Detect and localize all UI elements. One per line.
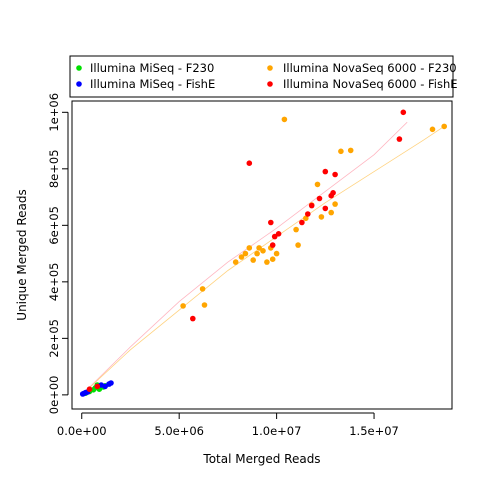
- data-point-s4-16: [330, 190, 336, 196]
- data-point-s4-18: [396, 136, 403, 142]
- data-point-s4-1: [86, 386, 93, 393]
- legend-marker-novaseq-fishe: [267, 81, 273, 87]
- data-point-s3-25: [338, 148, 344, 155]
- data-point-s4-9: [299, 219, 305, 226]
- data-point-s3-12: [264, 259, 270, 265]
- data-point-s3-17: [293, 226, 299, 233]
- y-tick-label: 4e+05: [47, 263, 61, 302]
- data-point-s4-6: [269, 242, 276, 248]
- data-point-s3-14: [269, 256, 276, 263]
- x-tick-label: 1.0e+07: [252, 424, 302, 438]
- data-point-s4-3: [190, 315, 196, 322]
- data-point-s4-12: [316, 195, 323, 202]
- data-point-s4-14: [322, 168, 329, 175]
- data-point-s4-8: [275, 231, 282, 237]
- data-point-s3-6: [242, 250, 249, 257]
- x-axis-label: Total Merged Reads: [202, 452, 320, 466]
- legend-label-novaseq-fishe: Illumina NovaSeq 6000 - FishE: [283, 77, 458, 91]
- data-point-s3-24: [332, 201, 338, 207]
- y-tick-label: 6e+05: [47, 206, 61, 245]
- data-point-s3-11: [260, 248, 266, 254]
- trend-lines: [81, 121, 447, 396]
- x-axis: 0.0e+00 5.0e+06 1.0e+07 1.5e+07: [57, 412, 399, 438]
- data-point-s3-8: [250, 257, 256, 263]
- data-point-s4-2: [94, 383, 101, 390]
- y-tick-label: 8e+05: [47, 149, 61, 188]
- data-point-s3-5: [238, 254, 245, 260]
- legend-label-miseq-fishe: Illumina MiSeq - FishE: [90, 77, 215, 91]
- data-points: [79, 109, 448, 397]
- trend-line-1: [81, 121, 408, 396]
- data-point-s3-19: [303, 215, 309, 222]
- data-point-s3-18: [295, 242, 301, 248]
- data-point-s3-21: [314, 181, 321, 188]
- legend-label-miseq-f230: Illumina MiSeq - F230: [90, 61, 214, 75]
- y-tick-label: 0e+00: [47, 376, 61, 415]
- legend-marker-novaseq-f230: [267, 65, 273, 71]
- data-point-s3-3: [201, 302, 208, 308]
- legend-marker-miseq-fishe: [76, 81, 82, 87]
- data-point-s3-26: [347, 147, 354, 154]
- data-point-s4-17: [332, 171, 338, 178]
- data-point-s3-9: [254, 250, 260, 257]
- data-point-s3-16: [281, 116, 288, 123]
- data-point-s3-4: [232, 259, 239, 265]
- y-axis: 0e+00 2e+05 4e+05 6e+05 8e+05 1e+06: [47, 93, 69, 415]
- data-point-s4-4: [246, 160, 253, 166]
- data-point-s3-27: [429, 126, 436, 133]
- y-tick-label: 1e+06: [47, 93, 61, 132]
- data-point-s3-22: [318, 214, 325, 220]
- data-point-s3-2: [199, 286, 206, 292]
- x-tick-label: 1.5e+07: [349, 424, 399, 438]
- legend-label-novaseq-f230: Illumina NovaSeq 6000 - F230: [283, 61, 457, 75]
- data-point-s3-10: [256, 245, 262, 251]
- trend-line-2: [81, 124, 447, 396]
- data-point-s4-19: [400, 109, 407, 116]
- data-point-s3-23: [328, 209, 335, 216]
- data-point-s3-15: [273, 250, 280, 257]
- data-point-s4-13: [322, 205, 329, 212]
- x-tick-label: 0.0e+00: [57, 424, 107, 438]
- data-point-s4-11: [308, 202, 315, 209]
- x-tick-label: 5.0e+06: [154, 424, 204, 438]
- y-axis-label: Unique Merged Reads: [15, 189, 29, 320]
- data-point-s4-7: [271, 233, 278, 240]
- legend-marker-miseq-f230: [76, 65, 82, 71]
- data-point-s3-28: [441, 123, 448, 130]
- data-point-s3-1: [180, 303, 186, 309]
- y-tick-label: 2e+05: [47, 319, 61, 358]
- data-point-s4-10: [305, 211, 311, 217]
- data-point-s3-7: [246, 245, 253, 251]
- plot-frame: [71, 100, 453, 410]
- data-point-s2-8: [108, 380, 114, 386]
- data-point-s4-5: [268, 219, 274, 226]
- legend: Illumina MiSeq - F230 Illumina MiSeq - F…: [69, 55, 458, 98]
- legend-box: [69, 55, 454, 98]
